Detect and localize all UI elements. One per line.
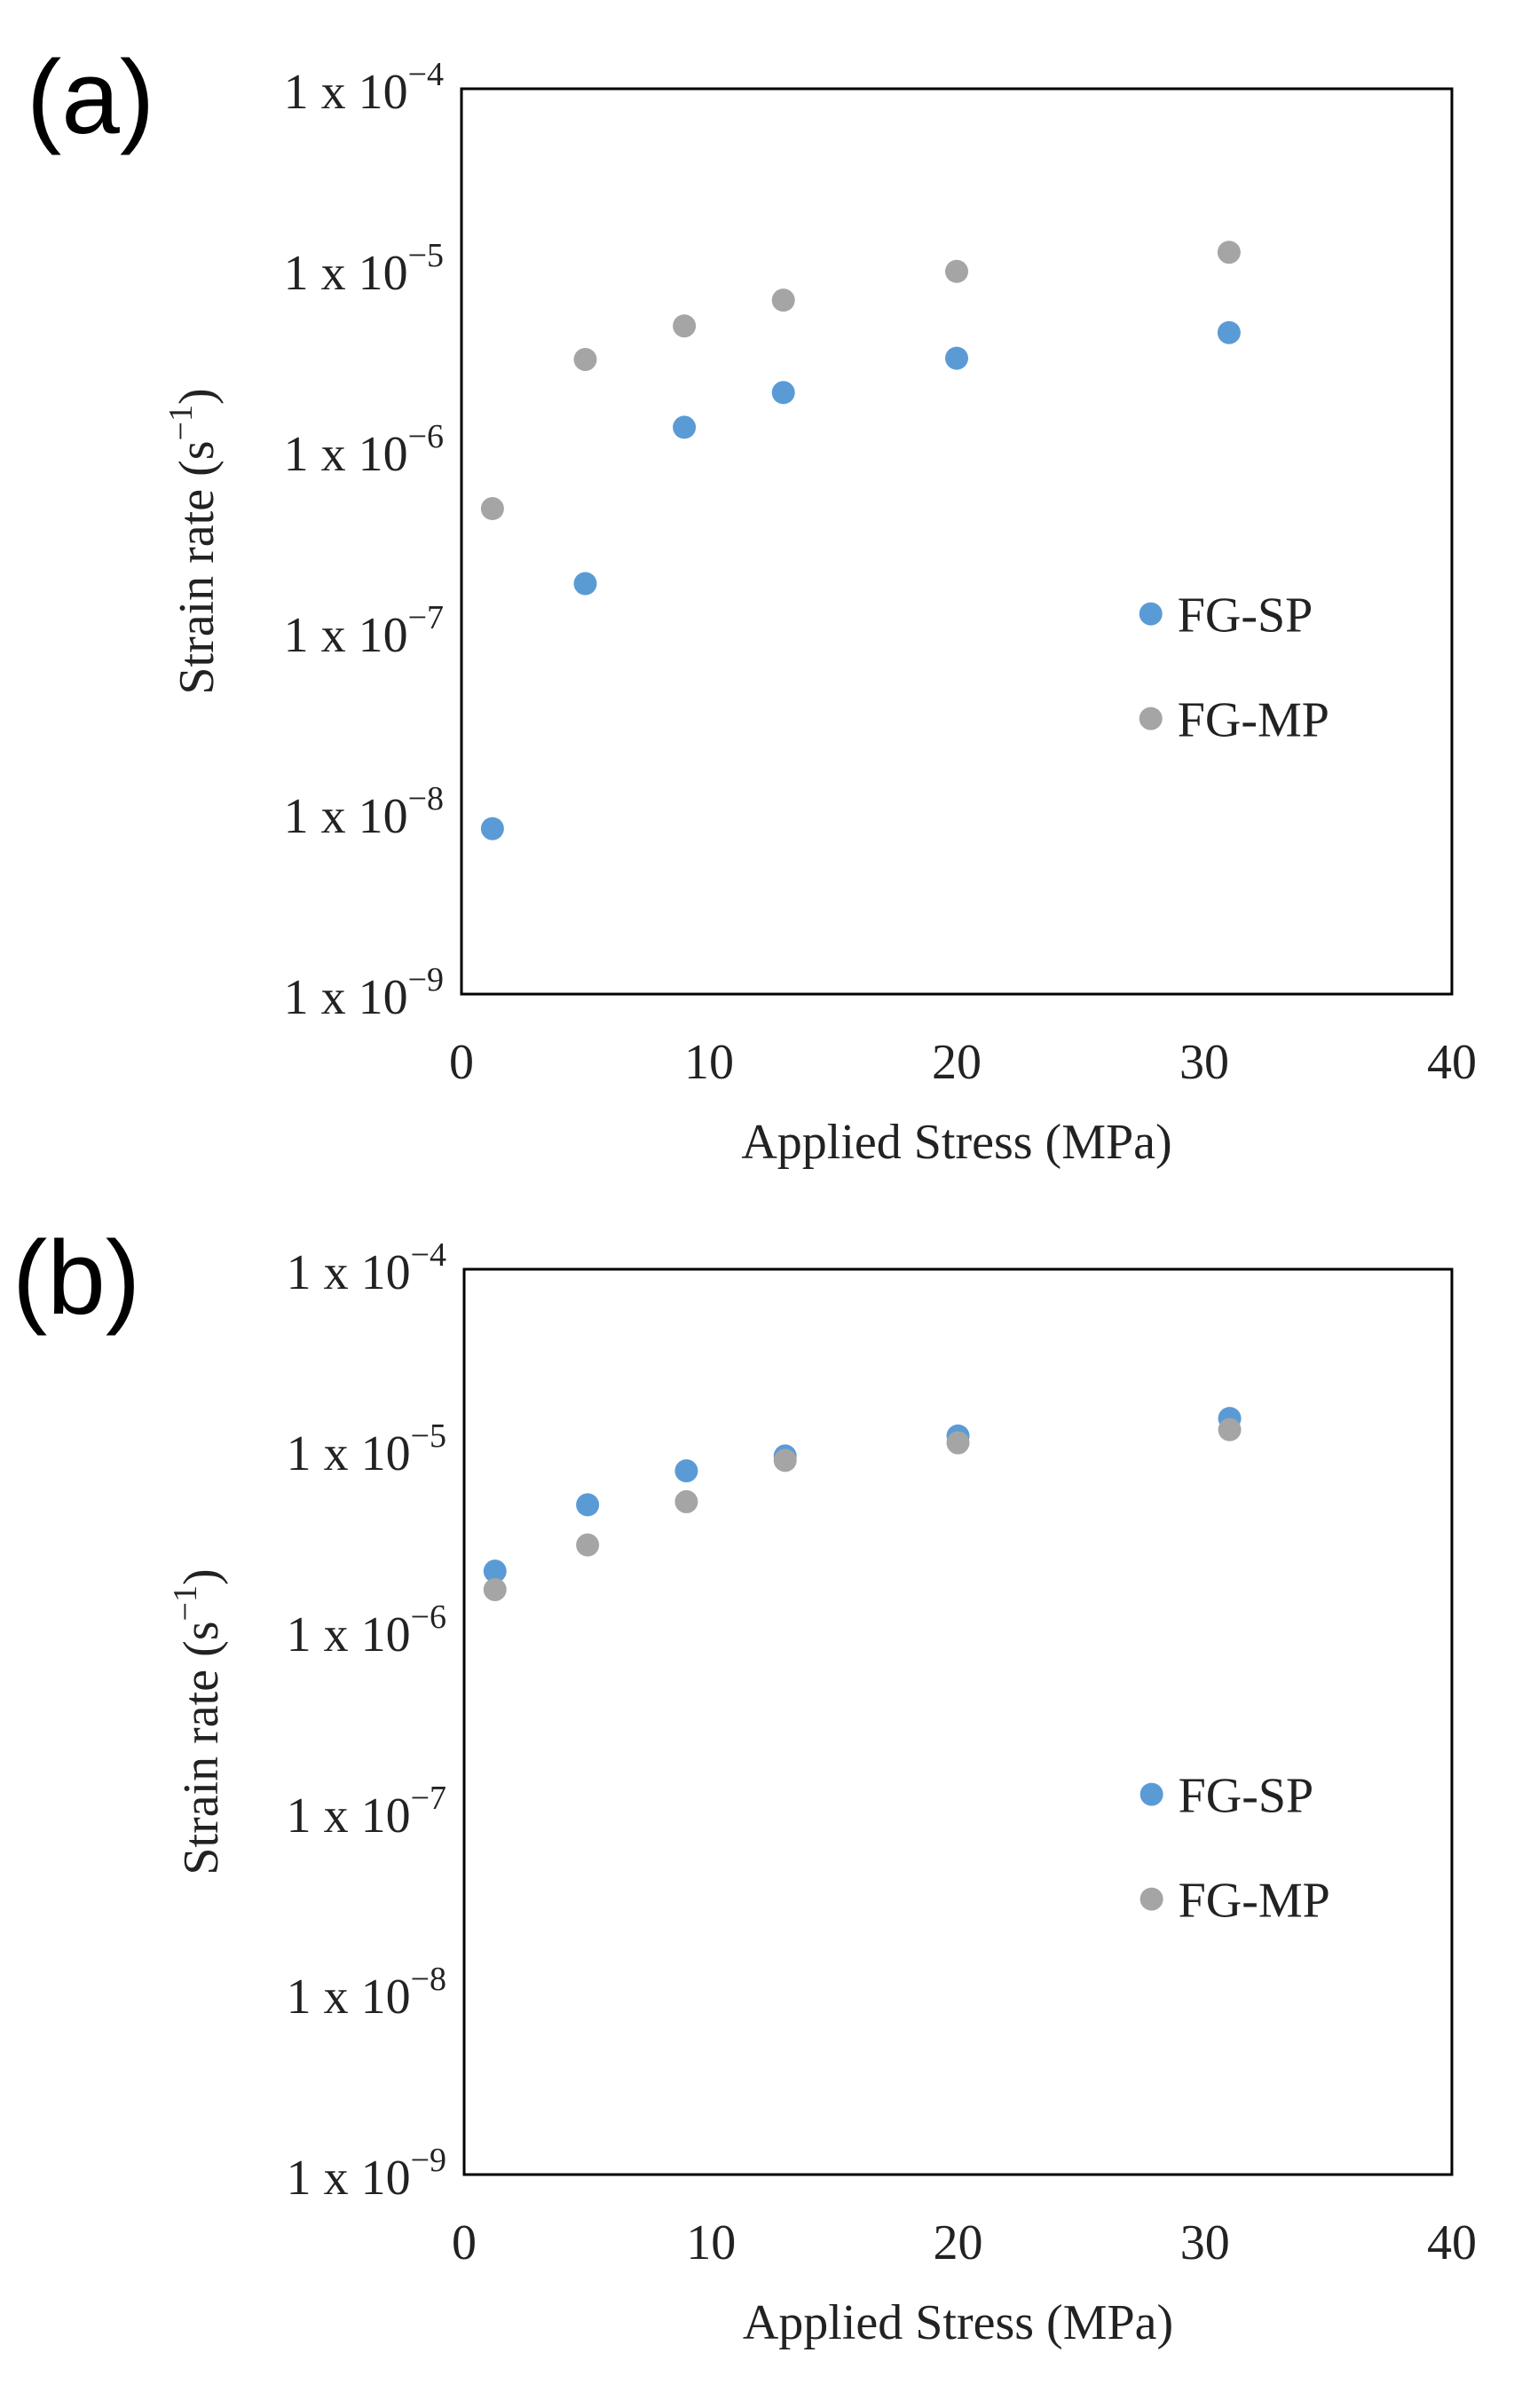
legend-label-fg-mp: FG-MP [1178,693,1329,748]
legend-label-fg-sp: FG-SP [1179,1769,1314,1824]
x-tick-label: 0 [449,1035,474,1090]
y-tick-label: 1 x 10−5 [284,237,444,301]
legend-marker-fg-mp [1139,707,1163,730]
panel-b: (b) 1 x 10−9 1 x 10−8 1 x 10−7 1 x 10−6 1 x 1… [12,1220,1477,2350]
x-tick-label: 20 [934,2215,983,2270]
y-tick-label: 1 x 10−6 [287,1599,446,1662]
data-point-fg-sp [483,1559,507,1583]
panel-label: (a) [27,39,154,156]
data-point-fg-mp [480,497,504,521]
y-tick-label: 1 x 10−9 [284,961,444,1025]
x-axis-title: Applied Stress (MPa) [743,2295,1173,2350]
plot-frame [462,1267,1454,2176]
data-point-fg-mp [771,288,795,312]
data-point-fg-mp [674,1489,698,1513]
legend-marker-fg-sp [1139,1782,1163,1806]
data-point-fg-mp [773,1449,797,1472]
data-point-fg-sp [1217,320,1241,344]
y-tick-label: 1 x 10−7 [284,599,444,663]
x-tick-label: 20 [932,1035,982,1090]
y-tick-label: 1 x 10−6 [284,418,444,482]
plot-frame [460,87,1454,996]
legend-marker-fg-sp [1139,602,1163,626]
legend-label-fg-mp: FG-MP [1179,1874,1330,1929]
data-point-fg-mp [673,314,697,338]
y-axis-title: Strain rate (s−1) [162,388,225,694]
data-point-fg-mp [576,1533,600,1557]
data-point-fg-sp [480,817,504,841]
x-tick-label: 10 [686,2215,736,2270]
y-tick-label: 1 x 10−8 [284,780,444,844]
data-point-fg-mp [573,347,597,371]
data-point-fg-mp [946,1431,970,1455]
legend-marker-fg-mp [1139,1887,1163,1911]
data-point-fg-mp [483,1577,507,1601]
data-point-fg-mp [945,259,968,283]
panel-label: (b) [12,1220,140,1337]
y-tick-label: 1 x 10−9 [287,2142,446,2206]
data-point-fg-sp [771,381,795,405]
y-tick-label: 1 x 10−5 [287,1417,446,1481]
x-tick-label: 0 [452,2215,477,2270]
y-tick-label: 1 x 10−4 [284,56,444,120]
x-tick-label: 40 [1427,1035,1477,1090]
data-point-fg-sp [945,346,968,370]
data-point-fg-sp [674,1459,698,1483]
y-tick-label: 1 x 10−8 [287,1961,446,2025]
legend-label-fg-sp: FG-SP [1178,588,1313,643]
x-tick-label: 10 [684,1035,734,1090]
panel-a: (a) 1 x 10−9 1 x 10−8 1 x 10−7 1 x 10−6 1 x 1… [27,39,1477,1170]
data-point-fg-mp [1217,241,1241,264]
x-tick-label: 40 [1427,2215,1477,2270]
data-point-fg-mp [1218,1417,1242,1441]
data-point-fg-sp [673,415,697,439]
x-tick-label: 30 [1179,1035,1229,1090]
y-tick-label: 1 x 10−7 [287,1780,446,1844]
data-point-fg-sp [576,1493,600,1517]
data-point-fg-sp [573,572,597,596]
y-tick-label: 1 x 10−4 [287,1236,446,1300]
x-tick-label: 30 [1180,2215,1230,2270]
y-axis-title: Strain rate (s−1) [167,1568,229,1875]
x-axis-title: Applied Stress (MPa) [741,1115,1171,1170]
